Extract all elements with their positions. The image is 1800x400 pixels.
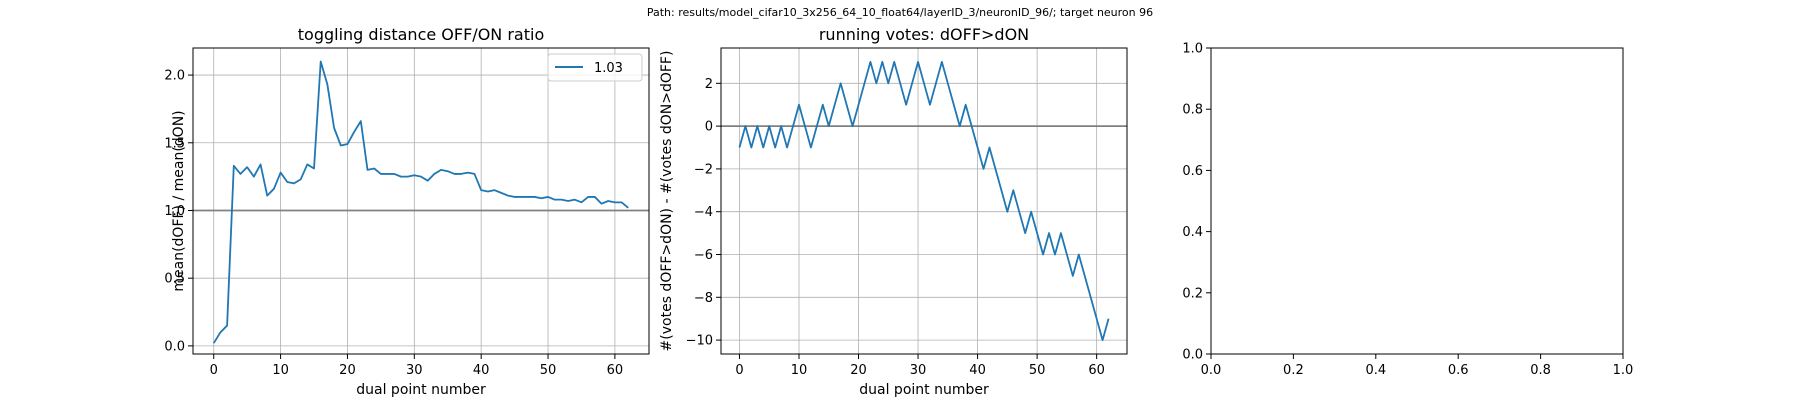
y-tick-label: −4 [694, 205, 713, 220]
panel-empty-yticks: 0.0 0.2 0.4 0.6 0.8 1.0 [1182, 42, 1211, 363]
x-tick-label: 50 [1029, 363, 1046, 378]
panel-empty: 0.0 0.2 0.4 0.6 0.8 1.0 0.0 0.2 0.4 0.6 0.8 1.0 [1182, 42, 1633, 379]
x-tick-label: 10 [791, 363, 808, 378]
x-tick-label: 50 [540, 363, 557, 378]
x-tick-label: 0.4 [1365, 363, 1386, 378]
legend-label: 1.03 [594, 61, 623, 76]
x-tick-label: 0.8 [1530, 363, 1551, 378]
panel-ratio-legend: 1.03 [547, 53, 643, 82]
x-tick-label: 0 [735, 363, 743, 378]
series-line [212, 60, 629, 344]
y-tick-label: 0.6 [1182, 164, 1203, 179]
x-tick-label: 20 [850, 363, 867, 378]
panel-ratio-yticks: 0.0 0.5 1.0 1.5 2.0 [164, 69, 193, 354]
y-tick-label: −6 [694, 248, 713, 263]
y-tick-label: 1.0 [1182, 42, 1203, 57]
x-tick-label: 40 [969, 363, 986, 378]
panel-votes-xlabel: dual point number [859, 382, 989, 398]
x-tick-label: 0.2 [1283, 363, 1304, 378]
panel-ratio-frame [192, 47, 650, 355]
y-tick-label: −10 [686, 334, 713, 349]
panel-ratio-grid [193, 48, 649, 354]
panel-votes-title: running votes: dOFF>dON [819, 25, 1029, 44]
panel-ratio-xlabel: dual point number [356, 382, 486, 398]
x-tick-label: 20 [339, 363, 356, 378]
y-tick-label: 0 [705, 120, 713, 135]
x-tick-label: 0.6 [1448, 363, 1469, 378]
y-tick-label: 0.2 [1182, 286, 1203, 301]
y-tick-label: 0.8 [1182, 103, 1203, 118]
figure-suptitle: Path: results/model_cifar10_3x256_64_10_… [647, 6, 1153, 19]
x-tick-label: 60 [607, 363, 624, 378]
y-tick-label: 0.0 [1182, 348, 1203, 363]
panel-votes-frame [720, 47, 1128, 355]
x-tick-label: 60 [1088, 363, 1105, 378]
y-tick-label: 1.5 [164, 136, 185, 151]
panel-ratio-title: toggling distance OFF/ON ratio [298, 25, 544, 44]
y-tick-label: −2 [694, 162, 713, 177]
y-tick-label: 1.0 [164, 204, 185, 219]
panel-empty-frame [1210, 47, 1624, 355]
panel-votes-grid [721, 48, 1127, 354]
panel-votes-yticks: −10 −8 −6 −4 −2 0 2 [686, 77, 721, 349]
y-tick-label: 0.5 [164, 272, 185, 287]
x-tick-label: 30 [406, 363, 423, 378]
panel-votes: running votes: dOFF>dON 0 10 20 30 40 50 60 −1… [659, 25, 1128, 398]
x-tick-label: 10 [272, 363, 289, 378]
panel-ratio-xticks: 0 10 20 30 40 50 60 [210, 354, 624, 378]
panel-votes-plot [721, 61, 1127, 341]
y-tick-label: 2.0 [164, 69, 185, 84]
x-tick-label: 0.0 [1201, 363, 1222, 378]
panel-ratio-ylabel: mean(dOFF) / mean(dON) [171, 110, 187, 291]
x-tick-label: 40 [473, 363, 490, 378]
series-line [738, 61, 1110, 341]
y-tick-label: 2 [705, 77, 713, 92]
panel-votes-xticks: 0 10 20 30 40 50 60 [735, 354, 1105, 378]
panel-ratio: toggling distance OFF/ON ratio 0 10 20 30 40… [164, 25, 650, 398]
panel-ratio-plot [193, 60, 649, 344]
y-tick-label: 0.4 [1182, 225, 1203, 240]
y-tick-label: 0.0 [164, 339, 185, 354]
x-tick-label: 0 [210, 363, 218, 378]
panel-empty-xticks: 0.0 0.2 0.4 0.6 0.8 1.0 [1201, 354, 1634, 378]
x-tick-label: 30 [910, 363, 927, 378]
y-tick-label: −8 [694, 291, 713, 306]
x-tick-label: 1.0 [1613, 363, 1634, 378]
panel-votes-ylabel: #(votes dOFF>dON) - #(votes dON>dOFF) [659, 51, 675, 352]
legend-frame [547, 53, 643, 82]
